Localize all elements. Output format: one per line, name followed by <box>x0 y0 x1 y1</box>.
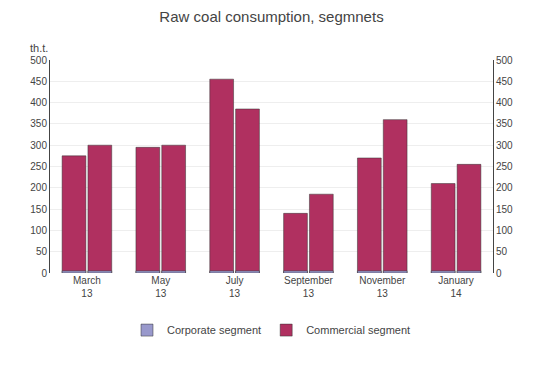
svg-text:350: 350 <box>496 118 513 129</box>
svg-text:50: 50 <box>496 246 508 257</box>
svg-text:Commercial segment: Commercial segment <box>306 324 410 336</box>
svg-text:November13: November13 <box>359 275 406 299</box>
svg-text:Raw coal consumption, segmnets: Raw coal consumption, segmnets <box>159 8 383 25</box>
svg-text:300: 300 <box>496 140 513 151</box>
svg-text:300: 300 <box>30 140 47 151</box>
svg-text:250: 250 <box>30 161 47 172</box>
svg-text:100: 100 <box>496 225 513 236</box>
svg-text:January14: January14 <box>438 275 474 299</box>
svg-text:March13: March13 <box>73 275 101 299</box>
svg-text:0: 0 <box>496 268 502 279</box>
svg-text:0: 0 <box>41 268 47 279</box>
svg-text:350: 350 <box>30 118 47 129</box>
svg-text:Corporate segment: Corporate segment <box>167 324 261 336</box>
svg-text:100: 100 <box>30 225 47 236</box>
svg-text:May13: May13 <box>151 275 170 299</box>
svg-text:250: 250 <box>496 161 513 172</box>
svg-text:September13: September13 <box>284 275 334 299</box>
svg-text:th.t.: th.t. <box>30 42 48 54</box>
svg-text:500: 500 <box>496 55 513 66</box>
svg-text:500: 500 <box>30 55 47 66</box>
svg-text:400: 400 <box>496 97 513 108</box>
svg-text:50: 50 <box>36 246 48 257</box>
svg-text:150: 150 <box>30 204 47 215</box>
svg-text:200: 200 <box>30 182 47 193</box>
svg-text:200: 200 <box>496 182 513 193</box>
svg-text:150: 150 <box>496 204 513 215</box>
svg-text:450: 450 <box>30 76 47 87</box>
svg-text:July13: July13 <box>226 275 244 299</box>
svg-text:400: 400 <box>30 97 47 108</box>
svg-text:450: 450 <box>496 76 513 87</box>
